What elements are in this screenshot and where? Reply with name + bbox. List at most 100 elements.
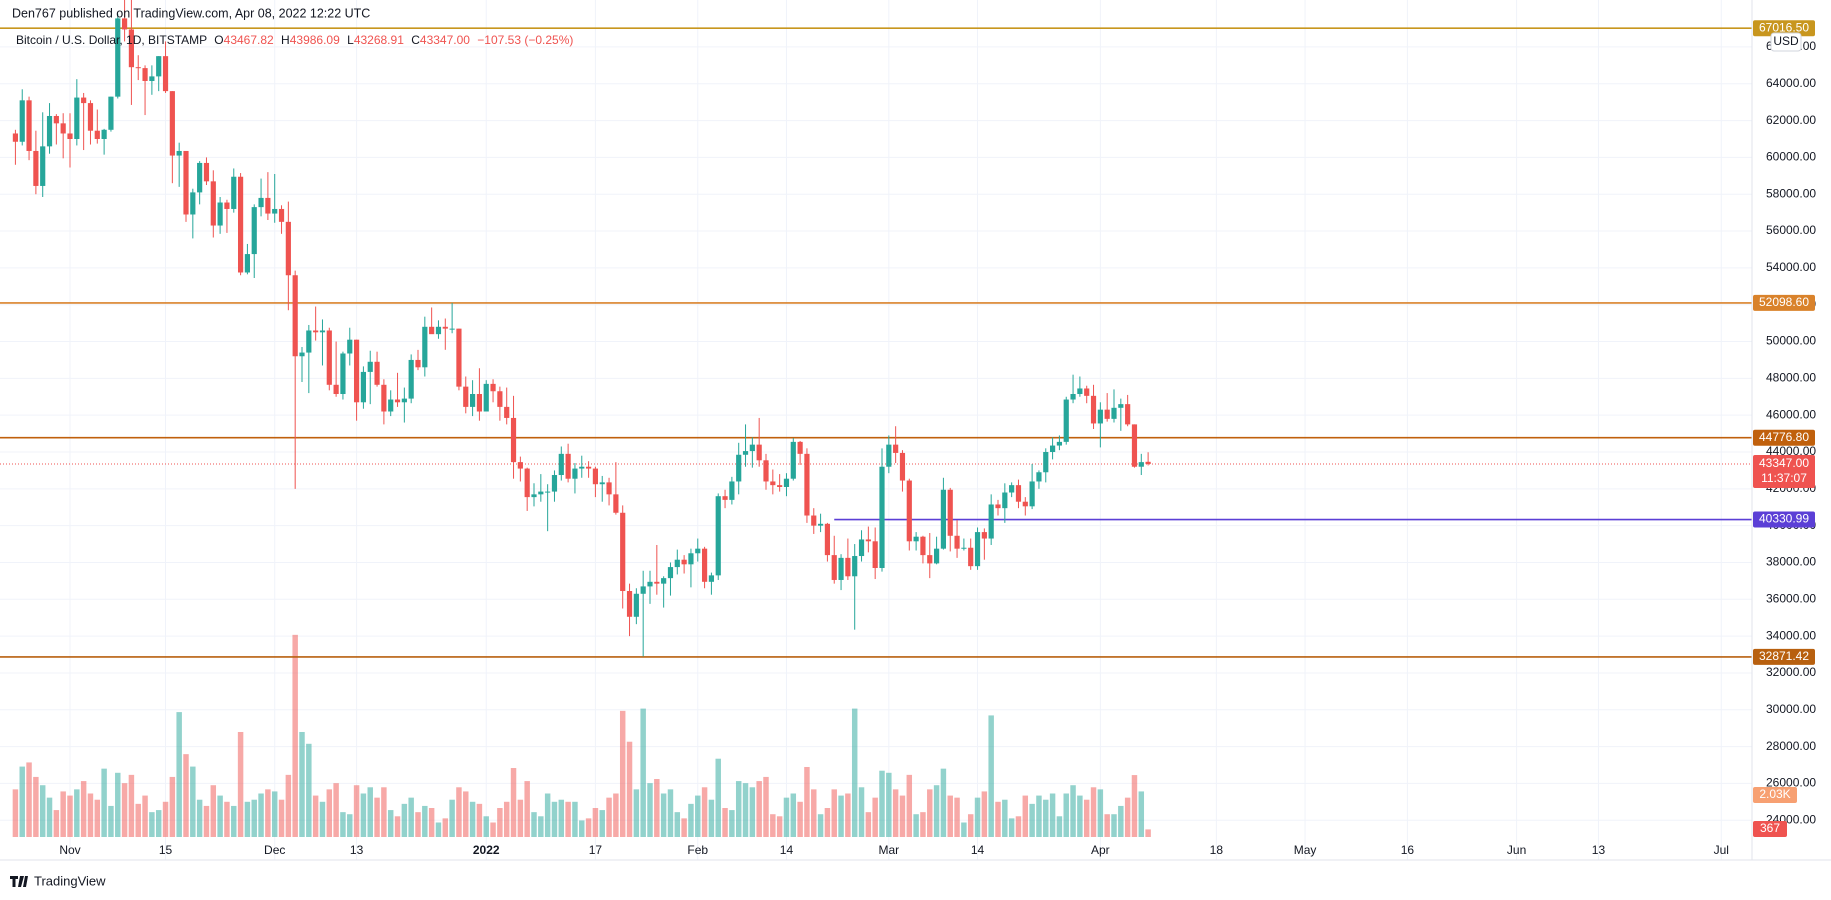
volume-bar	[476, 803, 483, 837]
volume-bar	[217, 795, 223, 837]
candle-body	[490, 383, 496, 392]
candle-body	[852, 556, 858, 577]
volume-bar	[497, 808, 503, 837]
volume-bar	[169, 776, 176, 837]
candle-body	[115, 18, 121, 97]
candle-body	[217, 202, 223, 226]
x-tick-label: 16	[1401, 843, 1415, 857]
volume-bar	[845, 793, 851, 837]
x-tick-label: Nov	[59, 843, 80, 857]
candle-body	[81, 97, 87, 104]
volume-bar	[353, 785, 360, 837]
volume-bar	[442, 818, 449, 837]
candle-body	[715, 496, 721, 576]
candle-body	[551, 475, 558, 492]
volume-ma-label: 2.03K	[1759, 787, 1790, 801]
volume-bar	[1097, 789, 1104, 837]
volume-bar	[585, 818, 592, 837]
candle-body	[783, 478, 790, 487]
volume-bar	[913, 814, 919, 837]
currency-box[interactable]	[1770, 32, 1802, 52]
candle-body	[592, 468, 599, 485]
candle-body	[313, 330, 319, 333]
volume-bar	[299, 731, 305, 837]
candle-body	[497, 391, 503, 407]
candle-body	[190, 192, 196, 215]
volume-bar	[1131, 775, 1138, 837]
currency[interactable]: USD	[1773, 34, 1799, 48]
candle-body	[804, 453, 810, 516]
candle-body	[1009, 485, 1015, 493]
volume-bar	[415, 812, 421, 837]
volume-bar	[422, 805, 428, 837]
volume-bar	[974, 797, 981, 837]
volume-bar	[613, 793, 619, 837]
ohlc-value: 43268.91	[354, 33, 404, 47]
candle-body	[340, 353, 346, 395]
volume-bar	[1083, 799, 1090, 837]
candle-body	[572, 468, 578, 479]
candle-body	[442, 326, 448, 329]
candle-body	[824, 523, 831, 556]
candle-body	[33, 150, 39, 186]
volume-bar	[872, 797, 878, 837]
volume-bar	[729, 810, 735, 837]
volume-bar	[251, 799, 257, 837]
ohlc-value: 43467.82	[224, 33, 274, 47]
y-tick-label: 32000.00	[1766, 665, 1816, 679]
volume-bar	[961, 822, 967, 837]
candle-body	[654, 581, 660, 584]
last-price-badge	[1753, 455, 1815, 489]
volume-bar	[1090, 787, 1097, 837]
candle-body	[1097, 409, 1103, 424]
candle-body	[981, 532, 987, 539]
candle-body	[156, 56, 162, 77]
candle-body	[381, 384, 387, 412]
volume-bar	[606, 797, 612, 837]
candle-body	[1118, 404, 1124, 408]
volume-bar	[654, 779, 660, 837]
candle-body	[1043, 452, 1049, 473]
volume-bar	[967, 814, 974, 837]
y-tick-label: 34000.00	[1766, 628, 1816, 642]
ohlc-label: C	[411, 33, 420, 47]
last-price-label: 43347.00	[1759, 456, 1809, 470]
volume-bar	[360, 793, 367, 837]
volume-bar	[428, 808, 435, 837]
x-tick-label: Jul	[1714, 843, 1729, 857]
volume-bar	[797, 801, 803, 837]
volume-bar	[196, 799, 203, 837]
candle-body	[408, 359, 414, 399]
y-tick-label: 58000.00	[1766, 186, 1816, 200]
candle-body	[1015, 485, 1022, 502]
candle-body	[94, 130, 100, 139]
candle-body	[517, 462, 523, 469]
x-tick-label: 14	[971, 843, 985, 857]
volume-ma-badge	[1753, 786, 1797, 803]
candle-body	[162, 56, 169, 92]
y-tick-label: 60000.00	[1766, 150, 1816, 164]
candle-body	[954, 535, 960, 549]
volume-bar	[749, 787, 756, 837]
published-note: Den767 published on TradingView.com, Apr…	[12, 6, 370, 20]
volume-bar	[135, 803, 141, 837]
volume-bar	[80, 781, 87, 837]
x-tick-label: 14	[780, 843, 794, 857]
volume-bar	[544, 793, 551, 837]
volume-bar	[722, 808, 728, 837]
volume-bar	[742, 783, 749, 837]
x-tick-label: 17	[589, 843, 603, 857]
candle-body	[613, 494, 619, 513]
candle-body	[988, 504, 994, 539]
volume-bar	[865, 812, 872, 837]
candles	[12, 0, 1151, 657]
candle-body	[886, 444, 892, 467]
candle-body	[278, 208, 285, 222]
candle-body	[1111, 407, 1117, 419]
volume-bar	[879, 770, 885, 837]
candle-body	[388, 399, 394, 412]
volume-bar	[101, 768, 107, 837]
candle-body	[353, 339, 360, 403]
volume-bar	[319, 801, 326, 837]
